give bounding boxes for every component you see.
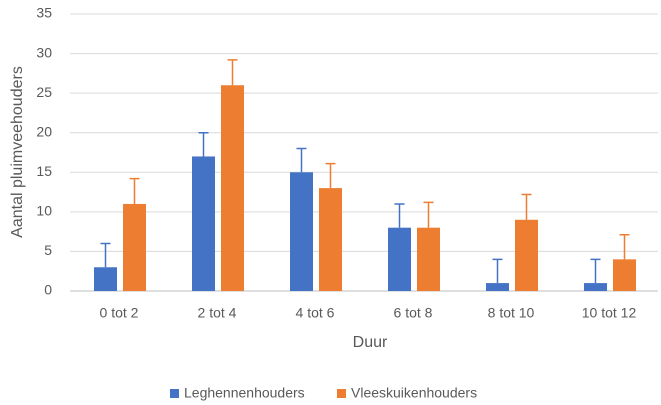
y-tick-label: 15 [36,163,52,179]
bar [221,85,244,291]
y-axis-title: Aantal pluimveehouders [9,66,26,238]
error-bar [492,258,503,284]
bar [486,283,509,291]
error-bar [423,201,434,228]
y-tick-label: 35 [36,5,52,21]
bar [94,267,117,291]
error-bar [590,258,601,284]
x-tick-label: 6 tot 8 [394,305,433,321]
error-bar [129,177,140,204]
error-bar [296,147,307,173]
bar [515,219,538,291]
error-bar [619,234,630,260]
y-tick-label: 20 [36,123,52,139]
legend-label: Vleeskuikenhouders [351,385,477,401]
x-tick-label: 8 tot 10 [488,305,535,321]
bar [584,283,607,291]
x-tick-label: 4 tot 6 [296,305,335,321]
x-tick-label: 0 tot 2 [100,305,139,321]
bar [192,156,215,291]
error-bar [521,193,532,220]
x-tick-label: 10 tot 12 [582,305,637,321]
bar [417,227,440,291]
y-tick-label: 5 [44,242,52,258]
y-tick-label: 25 [36,84,52,100]
bar [319,188,342,291]
y-tick-label: 10 [36,203,52,219]
x-axis-title: Duur [353,334,388,351]
y-tick-label: 30 [36,44,52,60]
bar [613,259,636,291]
legend-swatch [170,389,179,398]
bar [290,172,313,291]
bar [388,227,411,291]
error-bar [325,162,336,189]
x-tick-label: 2 tot 4 [198,305,237,321]
error-bar [227,59,238,86]
legend-swatch [337,389,346,398]
error-bar [198,131,209,157]
error-bar [394,203,405,228]
legend-label: Leghennenhouders [184,385,305,401]
y-tick-label: 0 [44,282,52,298]
error-bar [100,242,111,268]
bar [123,203,146,291]
